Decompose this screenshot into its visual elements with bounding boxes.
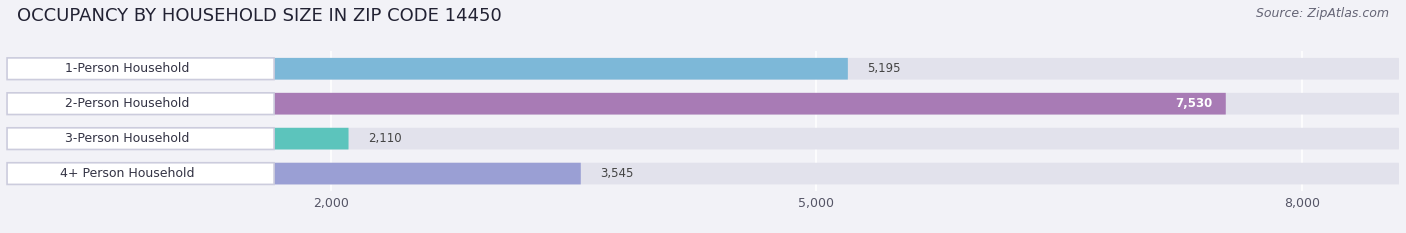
FancyBboxPatch shape	[7, 93, 274, 115]
FancyBboxPatch shape	[7, 163, 581, 185]
FancyBboxPatch shape	[7, 163, 1399, 185]
Text: 2,110: 2,110	[368, 132, 402, 145]
FancyBboxPatch shape	[7, 58, 848, 80]
FancyBboxPatch shape	[7, 128, 349, 150]
FancyBboxPatch shape	[7, 93, 1226, 115]
Text: 4+ Person Household: 4+ Person Household	[60, 167, 194, 180]
FancyBboxPatch shape	[7, 128, 274, 150]
FancyBboxPatch shape	[7, 163, 274, 185]
FancyBboxPatch shape	[7, 93, 1399, 115]
Text: 1-Person Household: 1-Person Household	[65, 62, 190, 75]
FancyBboxPatch shape	[7, 58, 1399, 80]
FancyBboxPatch shape	[7, 128, 1399, 150]
Text: 3-Person Household: 3-Person Household	[65, 132, 190, 145]
Text: Source: ZipAtlas.com: Source: ZipAtlas.com	[1256, 7, 1389, 20]
Text: 2-Person Household: 2-Person Household	[65, 97, 190, 110]
Text: 7,530: 7,530	[1175, 97, 1213, 110]
FancyBboxPatch shape	[7, 58, 274, 80]
Text: 5,195: 5,195	[868, 62, 901, 75]
Text: OCCUPANCY BY HOUSEHOLD SIZE IN ZIP CODE 14450: OCCUPANCY BY HOUSEHOLD SIZE IN ZIP CODE …	[17, 7, 502, 25]
Text: 3,545: 3,545	[600, 167, 634, 180]
